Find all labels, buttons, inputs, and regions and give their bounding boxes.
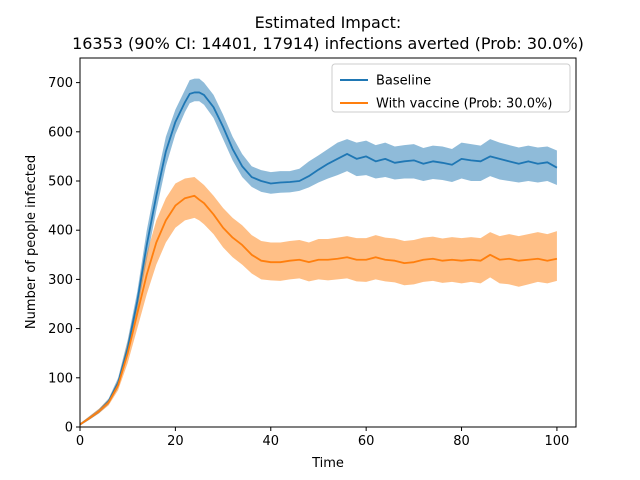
legend-label-1: With vaccine (Prob: 30.0%) <box>376 97 552 112</box>
y-tick-label: 700 <box>48 76 73 91</box>
x-tick-label: 0 <box>76 434 84 449</box>
series-0-line <box>79 91 558 426</box>
x-tick-label: 20 <box>167 434 184 449</box>
series-1-line <box>79 194 558 426</box>
x-tick-label: 100 <box>545 434 570 449</box>
chart-title-line2: 16353 (90% CI: 14401, 17914) infections … <box>72 34 584 53</box>
y-tick-label: 200 <box>48 322 73 337</box>
series-0-confidence-band <box>80 78 557 426</box>
legend-box <box>331 63 571 113</box>
legend: Baseline With vaccine (Prob: 30.0%) <box>331 63 571 113</box>
x-tick-label: 40 <box>262 434 279 449</box>
series-1-confidence-band <box>80 177 557 426</box>
x-tick-label: 80 <box>453 434 470 449</box>
y-tick-label: 500 <box>48 175 73 190</box>
chart-title-line1: Estimated Impact: <box>255 13 402 32</box>
axes-frame <box>79 57 577 428</box>
y-tick-label: 600 <box>48 125 73 140</box>
plot-area <box>79 78 558 426</box>
x-axis-title: Time <box>311 456 344 471</box>
y-tick-label: 0 <box>65 421 73 436</box>
y-tick-label: 300 <box>48 273 73 288</box>
x-tick-label: 60 <box>358 434 375 449</box>
legend-label-0: Baseline <box>376 74 431 89</box>
y-tick-label: 100 <box>48 371 73 386</box>
axes: 0 20 40 60 80 100 0 100 200 300 400 500 600 700 <box>48 57 577 449</box>
y-tick-label: 400 <box>48 224 73 239</box>
y-axis-title: Number of people infected <box>24 155 39 329</box>
